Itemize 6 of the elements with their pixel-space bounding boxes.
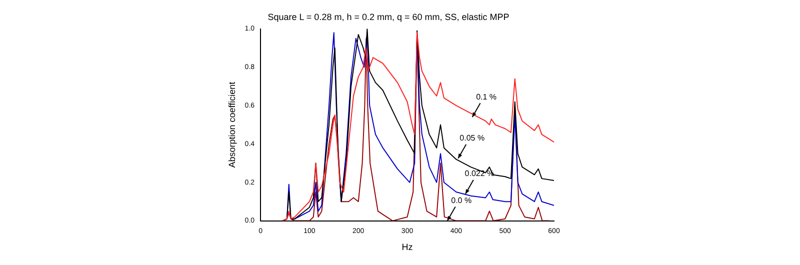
annotation: 0.05 % [460,134,485,143]
annotation: 0.1 % [476,92,497,102]
chart-title: Square L = 0.28 m, h = 0.2 mm, q = 60 mm, SS, elastic MPP [268,12,510,22]
annotation: 0.0 % [451,196,472,206]
x-axis-title: Hz [402,242,414,252]
y-axis-title: Absorption coefficient [226,81,237,168]
